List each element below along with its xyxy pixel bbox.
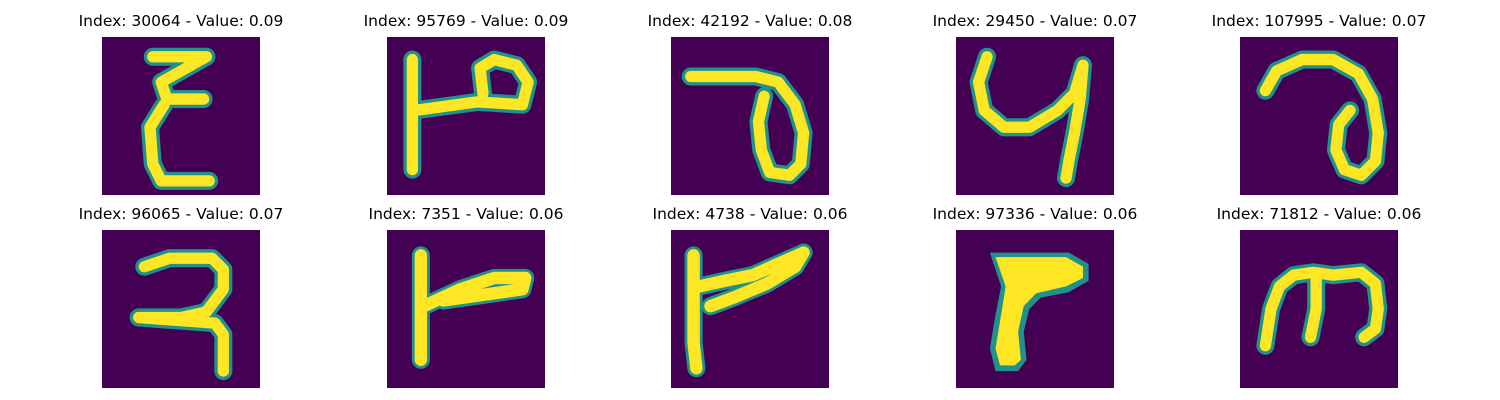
panel-title: Index: 42192 - Value: 0.08	[647, 12, 853, 30]
panel-title: Index: 95769 - Value: 0.09	[363, 12, 569, 30]
panel-30064: Index: 30064 - Value: 0.09	[51, 12, 311, 204]
curl-character-image	[1240, 37, 1398, 195]
panel-95769: Index: 95769 - Value: 0.09	[336, 12, 596, 204]
t-bar-character-image	[387, 230, 545, 388]
panel-4738: Index: 4738 - Value: 0.06	[620, 205, 880, 397]
panel-29450: Index: 29450 - Value: 0.07	[905, 12, 1165, 204]
panel-71812: Index: 71812 - Value: 0.06	[1189, 205, 1449, 397]
panel-title: Index: 96065 - Value: 0.07	[78, 205, 284, 223]
panel-42192: Index: 42192 - Value: 0.08	[620, 12, 880, 204]
loop-character-image	[671, 37, 829, 195]
panel-title: Index: 30064 - Value: 0.09	[78, 12, 284, 30]
panel-107995: Index: 107995 - Value: 0.07	[1189, 12, 1449, 204]
panel-title: Index: 71812 - Value: 0.06	[1216, 205, 1422, 223]
three-like-character-image	[102, 230, 260, 388]
sickle-character-image	[671, 230, 829, 388]
panel-97336: Index: 97336 - Value: 0.06	[905, 205, 1165, 397]
u-hook-character-image	[956, 37, 1114, 195]
epsilon-like-character-image	[102, 37, 260, 195]
block-flag-character-image	[956, 230, 1114, 388]
panel-title: Index: 29450 - Value: 0.07	[932, 12, 1138, 30]
panel-title: Index: 97336 - Value: 0.06	[932, 205, 1138, 223]
panel-title: Index: 7351 - Value: 0.06	[368, 205, 564, 223]
panel-96065: Index: 96065 - Value: 0.07	[51, 205, 311, 397]
panel-7351: Index: 7351 - Value: 0.06	[336, 205, 596, 397]
panel-title: Index: 4738 - Value: 0.06	[652, 205, 848, 223]
p-like-character-image	[387, 37, 545, 195]
panel-title: Index: 107995 - Value: 0.07	[1211, 12, 1427, 30]
m-like-character-image	[1240, 230, 1398, 388]
